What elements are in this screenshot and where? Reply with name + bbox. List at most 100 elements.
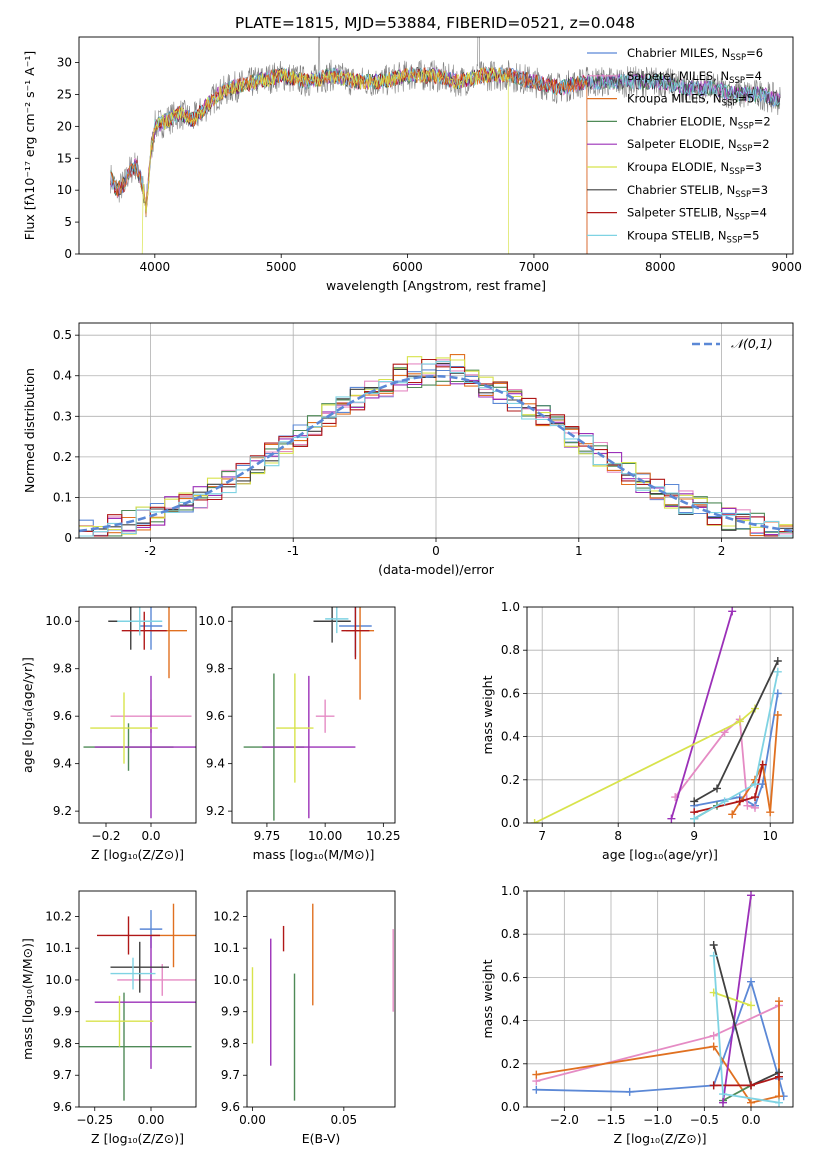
- weight-marker: [728, 810, 737, 819]
- weight-marker: [530, 819, 539, 823]
- y-tick-label: 9.7: [221, 1068, 240, 1082]
- x-tick-label: −1.5: [596, 1113, 625, 1127]
- legend-suffix: =5: [742, 228, 759, 242]
- weight-marker: [775, 997, 783, 1006]
- x-tick-label: 10: [763, 829, 778, 843]
- weight-marker: [773, 667, 782, 676]
- y-tick-label: 0.2: [53, 450, 72, 464]
- weight-marker: [775, 1072, 783, 1081]
- y-axis-label: Normed distribution: [22, 368, 37, 493]
- legend-text: Chabrier MILES, N: [627, 46, 730, 60]
- weight-marker: [747, 1001, 755, 1010]
- legend-entry: Salpeter ELODIE, NSSP=2: [627, 137, 770, 154]
- x-tick-label: 0.00: [239, 1113, 266, 1127]
- plot-area: [83, 607, 196, 819]
- y-tick-label: 0.8: [501, 643, 520, 657]
- y-axis-label: mass weight: [480, 675, 495, 754]
- legend-entry: Chabrier STELIB, NSSP=3: [627, 183, 768, 200]
- weight-line-6: [712, 944, 780, 1087]
- panel-weight-vs-age: 7 8 9 10 0.0 0.2 0.4 0.6 0.8 1.0 age [log₁₀(age/yr…: [480, 600, 794, 862]
- y-tick-label: 1.0: [501, 884, 520, 898]
- y-tick-label: 10.2: [213, 909, 240, 923]
- weight-line-4: [670, 611, 734, 819]
- x-tick-label: 0.00: [138, 1113, 165, 1127]
- legend-entry: Chabrier ELODIE, NSSP=2: [627, 114, 771, 131]
- weight-marker: [773, 657, 782, 665]
- weight-marker: [709, 941, 718, 949]
- weight-marker: [751, 780, 759, 789]
- x-axis-label: wavelength [Angstrom, rest frame]: [326, 278, 546, 293]
- histogram-step-8: [79, 360, 793, 537]
- axes-frame: [246, 890, 396, 1108]
- y-tick-label: 9.2: [206, 804, 225, 818]
- y-tick-label: 9.6: [53, 709, 72, 723]
- legend-suffix: =4: [745, 69, 762, 83]
- model-spectrum-2: [110, 67, 588, 254]
- weight-marker: [720, 797, 729, 806]
- weight-marker: [747, 977, 755, 986]
- legend-entry: Kroupa MILES, NSSP=5: [627, 92, 754, 109]
- y-tick-label: 9.2: [53, 804, 72, 818]
- legend-entry: Chabrier MILES, NSSP=6: [627, 46, 763, 63]
- legend-suffix: =3: [745, 160, 762, 174]
- weight-marker: [751, 793, 759, 802]
- y-tick-label: 0.0: [501, 816, 520, 830]
- x-axis-label: mass [log₁₀(M/M⊙)]: [253, 847, 375, 862]
- panel-mass-vs-EBV: 0.00 0.05 9.6 9.7 9.8 9.9 10.0 10.1 10.2 E(B-V): [213, 890, 396, 1146]
- legend-sub: SSP: [727, 235, 743, 245]
- weight-marker: [773, 689, 782, 698]
- x-tick-label: 0.05: [330, 1113, 357, 1127]
- y-axis-label: mass weight: [480, 959, 495, 1038]
- x-tick-label: 8000: [645, 260, 676, 274]
- weight-marker: [690, 797, 699, 806]
- plot-area: [79, 903, 196, 1101]
- y-tick-label: 10.0: [45, 614, 72, 628]
- plot-area: [79, 323, 793, 538]
- weight-marker: [735, 717, 744, 726]
- panel-age-vs-mass: 9.75 10.00 10.25 9.2 9.4 9.6 9.8 10.0 mass [log₁…: [198, 606, 401, 862]
- model-spectrum-5: [141, 66, 510, 254]
- weight-marker: [743, 801, 752, 810]
- x-tick-label: 7: [538, 829, 546, 843]
- weight-marker: [719, 1098, 727, 1107]
- x-tick-label: −0.25: [76, 1113, 113, 1127]
- legend-sub: SSP: [738, 121, 754, 131]
- x-axis-label: age [log₁₀(age/yr)]: [602, 847, 718, 862]
- weight-line-3: [722, 1084, 752, 1102]
- x-tick-label: 10.25: [366, 829, 400, 843]
- x-tick-label: -1: [287, 544, 299, 558]
- y-tick-label: 9.8: [53, 662, 72, 676]
- x-tick-label: 0.0: [141, 829, 160, 843]
- y-tick-label: 0.2: [501, 1057, 520, 1071]
- y-tick-label: 9.6: [206, 709, 225, 723]
- weight-line-7: [713, 1075, 780, 1087]
- x-tick-label: 4000: [140, 260, 171, 274]
- y-tick-label: 9.8: [221, 1036, 240, 1050]
- y-tick-label: 0: [64, 531, 72, 545]
- x-tick-label: 8: [614, 829, 622, 843]
- y-tick-label: 9.7: [53, 1068, 72, 1082]
- x-tick-label: 10.00: [308, 829, 342, 843]
- y-tick-label: 0.2: [501, 773, 520, 787]
- y-tick-label: 10.1: [213, 941, 240, 955]
- y-tick-label: 0.4: [53, 369, 72, 383]
- model-spectrum-7: [110, 66, 588, 254]
- y-tick-label: 15: [57, 151, 72, 165]
- axes-frame: [526, 890, 794, 1108]
- y-tick-label: 1.0: [501, 600, 520, 614]
- weight-marker: [758, 760, 767, 769]
- weight-marker: [751, 803, 759, 812]
- y-tick-label: 9.6: [221, 1100, 240, 1114]
- weight-marker: [719, 1090, 727, 1099]
- legend-text: Kroupa STELIB, N: [627, 228, 727, 242]
- y-tick-label: 9.6: [53, 1100, 72, 1114]
- weight-marker: [766, 808, 775, 817]
- legend-suffix: =5: [737, 92, 754, 106]
- figure-title: PLATE=1815, MJD=53884, FIBERID=0521, z=0…: [235, 14, 635, 32]
- figure-panels: 4000 5000 6000 7000 8000 9000051015202530wave…: [20, 36, 802, 1146]
- y-tick-label: 10.0: [213, 973, 240, 987]
- legend-text: Salpeter ELODIE, N: [627, 137, 737, 151]
- y-tick-label: 5: [64, 215, 72, 229]
- legend-entry: Kroupa STELIB, NSSP=5: [627, 228, 759, 245]
- panel-mass-vs-Z: −0.25 0.00 9.6 9.7 9.8 9.9 10.0 10.1 10.2 Z [log₁…: [20, 890, 197, 1146]
